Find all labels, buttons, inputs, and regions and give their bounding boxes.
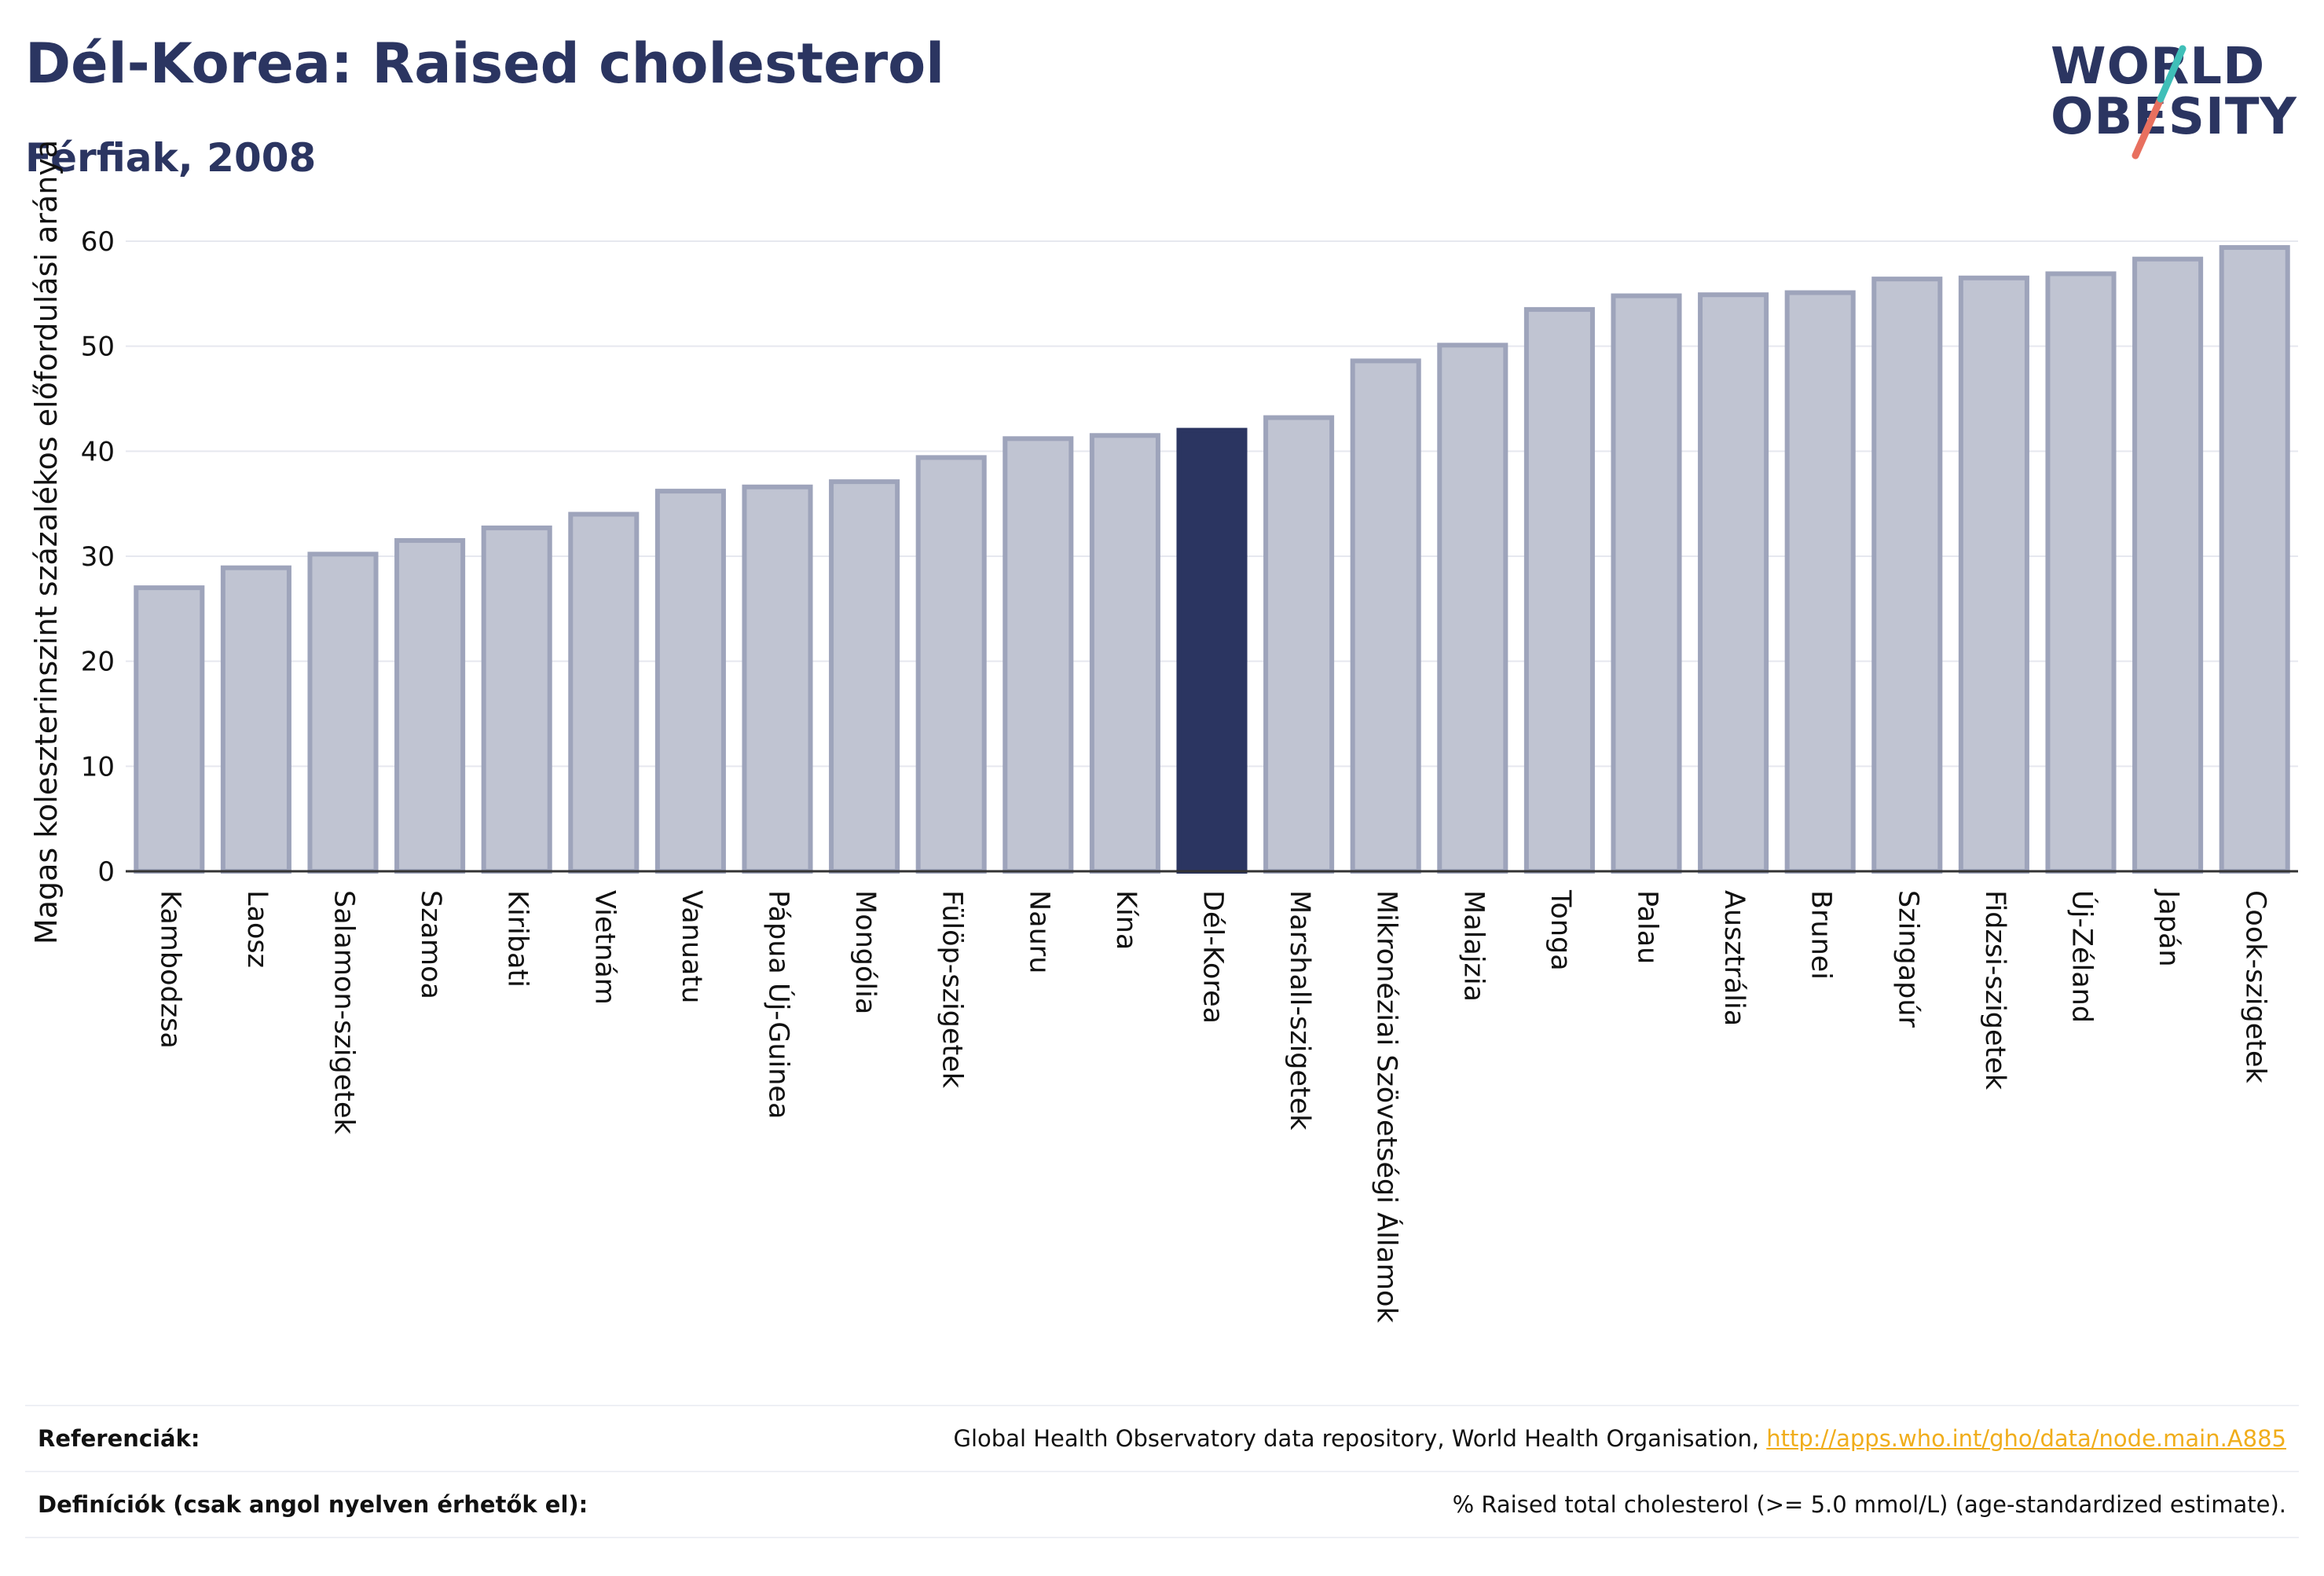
bar — [2219, 245, 2290, 874]
references-table: Referenciák: Global Health Observatory d… — [25, 1405, 2299, 1538]
y-axis-label: Magas koleszterinszint százalékos előfor… — [29, 140, 64, 944]
logo-slash-icon — [2132, 45, 2187, 159]
chart-subtitle: Férfiak, 2008 — [25, 135, 317, 181]
y-tick-label: 0 — [97, 856, 115, 888]
bar — [1089, 433, 1160, 874]
x-tick-label: Pápua Új-Guinea — [763, 890, 796, 1119]
y-tick-label: 50 — [81, 332, 115, 363]
x-tick-label: Ausztrália — [1718, 890, 1750, 1026]
x-tick-label: Salamon-szigetek — [328, 890, 360, 1134]
bar — [1523, 306, 1595, 874]
bar — [2132, 256, 2204, 874]
x-tick-label: Fidzsi-szigetek — [1979, 890, 2011, 1090]
bar-chart: 0 10 20 30 40 50 60 Kambodzsa Laosz Salamon-szige… — [29, 140, 2298, 1323]
x-tick-label: Vietnám — [588, 890, 620, 1005]
bar — [134, 585, 205, 874]
x-tick-label: Brunei — [1805, 890, 1837, 980]
x-tick-label: Vanuatu — [676, 890, 707, 1003]
references-label: Referenciák: — [38, 1425, 200, 1452]
references-value: Global Health Observatory data repositor… — [954, 1425, 2286, 1452]
bar — [1784, 290, 1856, 874]
y-tick-label: 40 — [81, 436, 115, 467]
bar — [394, 537, 466, 874]
bar — [1958, 275, 2029, 874]
bar — [1871, 277, 1943, 874]
y-tick-label: 20 — [81, 647, 115, 678]
x-tick-label: Szamoa — [415, 890, 446, 999]
world-obesity-logo: WORLD OBESITY — [2051, 24, 2310, 165]
bar — [742, 484, 813, 874]
bar — [307, 552, 379, 874]
definitions-row: Definíciók (csak angol nyelven érhetők e… — [25, 1471, 2299, 1538]
x-tick-label: Nauru — [1023, 890, 1054, 973]
y-tick-label: 60 — [81, 226, 115, 258]
bar — [1003, 436, 1074, 874]
x-tick-label: Cook-szigetek — [2240, 890, 2271, 1084]
bar — [1611, 293, 1682, 874]
chart-title: Dél-Korea: Raised cholesterol — [25, 31, 945, 96]
bar — [1437, 343, 1508, 874]
bar — [1176, 427, 1248, 874]
bar — [829, 479, 900, 874]
references-row: Referenciák: Global Health Observatory d… — [25, 1405, 2299, 1471]
bar — [568, 511, 640, 874]
x-tick-label: Laosz — [241, 890, 273, 968]
x-tick-label: Malajzia — [1457, 890, 1489, 1002]
x-tick-label: Kiribati — [502, 890, 533, 988]
x-tick-label: Palau — [1632, 890, 1663, 964]
definitions-label: Definíciók (csak angol nyelven érhetők e… — [38, 1491, 588, 1518]
x-tick-label: Szingapúr — [1892, 890, 1923, 1028]
definitions-value: % Raised total cholesterol (>= 5.0 mmol/… — [1452, 1491, 2286, 1518]
x-tick-label: Mikronéziai Szövetségi Államok — [1371, 890, 1404, 1323]
x-tick-label: Marshall-szigetek — [1284, 890, 1315, 1131]
x-tick-label: Kína — [1110, 890, 1142, 950]
x-tick-label: Mongólia — [849, 890, 881, 1014]
bar — [2045, 271, 2117, 874]
bar — [481, 525, 552, 874]
references-link[interactable]: http://apps.who.int/gho/data/node.main.A… — [1766, 1425, 2286, 1452]
y-tick-label: 10 — [81, 751, 115, 783]
x-tick-label: Dél-Korea — [1197, 890, 1229, 1024]
logo-text-world: WORLD — [2051, 38, 2266, 96]
bar — [915, 455, 987, 874]
bar — [1698, 292, 1769, 874]
x-tick-label: Új-Zéland — [2066, 890, 2099, 1023]
bar — [654, 489, 726, 874]
bar — [1263, 415, 1335, 874]
x-tick-label: Japán — [2153, 889, 2184, 967]
bar — [220, 565, 291, 874]
logo-text-obesity: OBESITY — [2051, 88, 2297, 146]
y-tick-label: 30 — [81, 541, 115, 573]
bar — [1350, 358, 1421, 874]
x-tick-label: Tonga — [1545, 889, 1576, 971]
x-tick-label: Fülöp-szigetek — [937, 890, 968, 1089]
references-text: Global Health Observatory data repositor… — [953, 1425, 1767, 1452]
x-tick-label: Kambodzsa — [154, 890, 185, 1049]
